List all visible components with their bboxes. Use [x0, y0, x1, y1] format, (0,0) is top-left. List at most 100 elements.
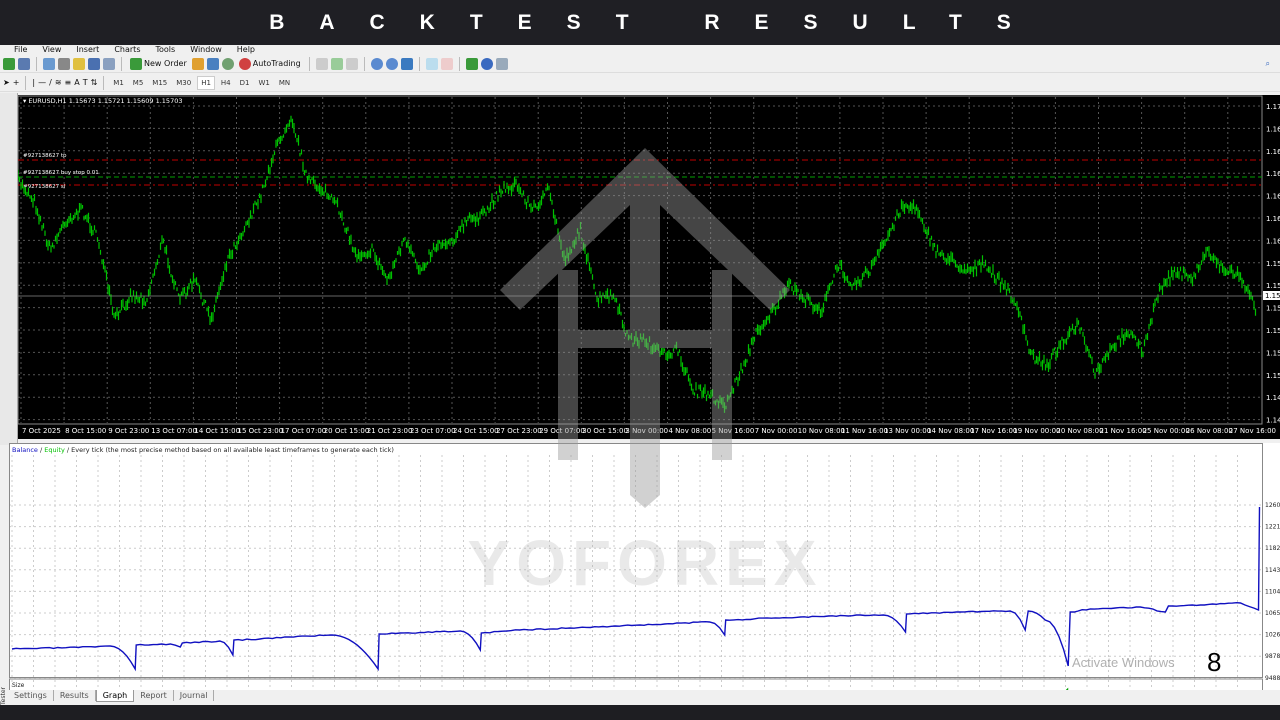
market-watch-icon[interactable]	[43, 57, 55, 70]
timeframe-m1[interactable]: M1	[113, 78, 124, 87]
auto-scroll-icon[interactable]	[425, 57, 438, 70]
tab-report[interactable]: Report	[134, 690, 174, 701]
tab-results[interactable]: Results	[54, 690, 96, 701]
equity-axis-label: 11046	[1265, 588, 1280, 595]
crosshair-icon[interactable]: +	[12, 78, 20, 87]
order-line-label: #927138627 buy stop 0.01	[23, 170, 99, 176]
equity-axis-label: 10657	[1265, 610, 1280, 617]
chart-shift-icon[interactable]	[440, 57, 453, 70]
price-chart-canvas: 7 Oct 2025 8 Oct 15:00 9 Oct 23:00 13 Oct 0…	[17, 95, 1280, 435]
legend-legend_sep1: /	[38, 446, 44, 454]
price-tick-label: 1.16590	[1266, 170, 1280, 178]
terminal-icon[interactable]	[88, 57, 100, 70]
date-label: 17 Nov 16:00	[970, 427, 1017, 435]
price-tick-label: 1.15440	[1266, 327, 1280, 335]
indicators-icon[interactable]	[465, 57, 478, 70]
banner-title: BACKTEST RESULTS	[0, 0, 1280, 45]
timeframe-m5[interactable]: M5	[132, 78, 144, 87]
price-tick-label: 1.16410	[1266, 193, 1280, 201]
fibo-levels-icon[interactable]: ≡	[64, 78, 72, 87]
date-label: 24 Oct 15:00	[453, 427, 499, 435]
menu-window[interactable]: Window	[190, 45, 222, 54]
autotrading-icon	[238, 57, 251, 70]
timeframe-mn[interactable]: MN	[278, 78, 291, 87]
price-tick-label: 1.15930	[1266, 260, 1280, 268]
timeframe-h1[interactable]: H1	[197, 75, 215, 90]
metaeditor-icon[interactable]	[191, 57, 204, 70]
menu-help[interactable]: Help	[236, 45, 255, 54]
date-label: 21 Oct 23:00	[367, 427, 413, 435]
date-label: 17 Oct 07:00	[281, 427, 327, 435]
price-tick-label: 1.16750	[1266, 148, 1280, 156]
timeframe-m30[interactable]: M30	[176, 78, 192, 87]
search-icon[interactable]: ⌕	[1265, 58, 1270, 68]
timeframe-w1[interactable]: W1	[258, 78, 270, 87]
vertical-line-icon[interactable]: |	[32, 78, 36, 87]
fibonacci-icon[interactable]: ≋	[54, 78, 62, 87]
horizontal-line-icon[interactable]: —	[38, 78, 47, 87]
autotrading-button[interactable]: AutoTrading	[237, 57, 303, 70]
price-tick-label: 1.16920	[1266, 125, 1280, 133]
date-label: 15 Oct 23:00	[238, 427, 284, 435]
price-tick-label: 1.15120	[1266, 372, 1280, 380]
timeframe-m15[interactable]: M15	[152, 78, 168, 87]
menu-file[interactable]: File	[14, 45, 28, 54]
data-window-icon[interactable]	[58, 57, 70, 70]
date-label: 13 Nov 00:00	[884, 427, 931, 435]
date-label: 9 Oct 23:00	[108, 427, 149, 435]
navigator-panel-collapsed[interactable]	[0, 93, 18, 445]
date-label: 10 Nov 08:00	[798, 427, 845, 435]
price-tick-label: 1.15770	[1266, 282, 1280, 290]
text-label-icon[interactable]: T	[82, 78, 88, 87]
standard-toolbar: New Order AutoTrading ⌕	[0, 55, 1280, 73]
tile-windows-icon[interactable]	[400, 57, 413, 70]
tab-journal[interactable]: Journal	[174, 690, 215, 701]
tab-graph[interactable]: Graph	[95, 690, 135, 702]
balance-graph-canvas: 0489113417621926230534839043347651956260…	[9, 443, 1280, 720]
date-label: 7 Oct 2025	[22, 427, 61, 435]
bar-chart-icon[interactable]	[315, 57, 328, 70]
candlestick-icon[interactable]	[330, 57, 343, 70]
navigator-icon[interactable]	[73, 57, 85, 70]
date-label: 25 Nov 00:00	[1143, 427, 1190, 435]
date-label: 11 Nov 16:00	[841, 427, 888, 435]
price-tick-label: 1.17080	[1266, 103, 1280, 111]
autotrading-label: AutoTrading	[252, 59, 301, 68]
plot-border	[17, 95, 1263, 425]
menu-view[interactable]: View	[42, 45, 62, 54]
timeframe-h4[interactable]: H4	[220, 78, 231, 87]
menu-charts[interactable]: Charts	[114, 45, 141, 54]
experts-icon[interactable]	[206, 57, 219, 70]
equity-axis-label: 10267	[1265, 632, 1280, 639]
strategy-tester-icon[interactable]	[103, 57, 115, 70]
chart-symbol-header: ▾ EURUSD,H1 1.15673 1.15721 1.15609 1.15…	[23, 97, 182, 105]
zoom-out-icon[interactable]	[385, 57, 398, 70]
arrows-icon[interactable]: ⇅	[90, 78, 98, 87]
date-label: 20 Oct 15:00	[324, 427, 370, 435]
cursor-icon[interactable]: ➤	[3, 78, 10, 87]
templates-icon[interactable]	[495, 57, 508, 70]
line-chart-icon[interactable]	[345, 57, 358, 70]
text-icon[interactable]: A	[74, 78, 80, 87]
new-order-button[interactable]: New Order	[128, 57, 189, 70]
signals-icon[interactable]	[221, 57, 234, 70]
profiles-icon[interactable]	[18, 57, 30, 70]
page-number: 8	[1207, 647, 1222, 677]
trendline-icon[interactable]: /	[49, 78, 52, 87]
date-label: 30 Oct 15:00	[582, 427, 628, 435]
periods-icon[interactable]	[480, 57, 493, 70]
zoom-in-icon[interactable]	[370, 57, 383, 70]
new-chart-icon[interactable]	[3, 57, 15, 70]
menu-insert[interactable]: Insert	[76, 45, 100, 54]
tab-settings[interactable]: Settings	[8, 690, 54, 701]
date-label: 29 Oct 07:00	[539, 427, 585, 435]
new-order-icon	[130, 57, 142, 70]
date-label: 14 Oct 15:00	[194, 427, 240, 435]
equity-axis-label: 11436	[1265, 567, 1280, 574]
menu-tools[interactable]: Tools	[155, 45, 176, 54]
equity-axis-label: 11826	[1265, 545, 1280, 552]
date-label: 7 Nov 00:00	[755, 427, 798, 435]
date-label: 20 Nov 08:00	[1056, 427, 1103, 435]
price-chart[interactable]: 7 Oct 2025 8 Oct 15:00 9 Oct 23:00 13 Oct 0…	[17, 95, 1280, 439]
timeframe-d1[interactable]: D1	[239, 78, 250, 87]
